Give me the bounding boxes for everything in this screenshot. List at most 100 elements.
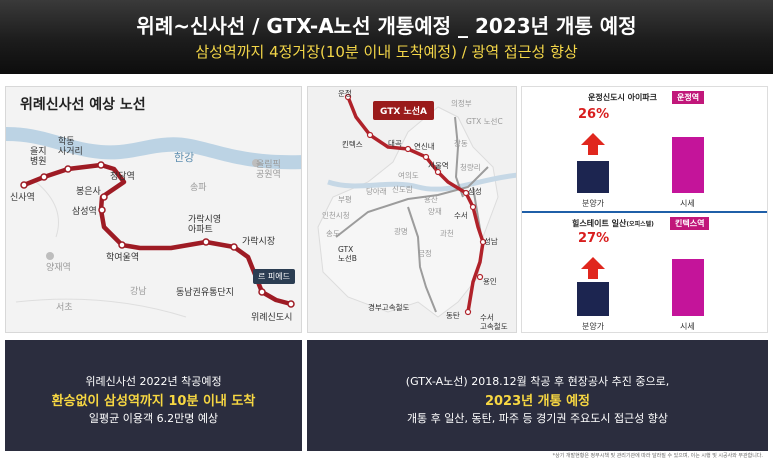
complex-title: 힐스테이트 일산(오피스텔) [572, 218, 654, 229]
wirye-info-box: 위례신사선 2022년 착공예정 환승없이 삼성역까지 10분 이내 도착 일평… [5, 340, 302, 451]
station-euljibyeongwon-dot [40, 173, 48, 181]
gtx-station-dot [366, 131, 374, 139]
station-label: 위례신도시 [251, 313, 293, 323]
info-line: 위례신사선 2022년 착공예정 [85, 375, 222, 388]
price-increase-pct: 27% [578, 231, 610, 246]
station-label: 삼성역 [72, 207, 97, 217]
district-dot [252, 159, 260, 167]
market-price-bar [672, 259, 704, 316]
price-comparison-panel: 운정신도시 아이파크 운정역 26% 분양가 시세 힐스테이트 일산(오피스텔)… [521, 86, 768, 333]
section-divider [522, 211, 767, 213]
sale-price-bar [577, 161, 609, 193]
station-garakapt-dot [202, 238, 210, 246]
station-label: 신사역 [10, 193, 35, 203]
gtx-b-label: GTX 노선B [338, 245, 357, 263]
map-background [6, 127, 301, 318]
map-label: 부평 [338, 195, 352, 204]
map-label: 용산 [424, 195, 438, 204]
station-label: 가락시장 [242, 237, 276, 247]
complex-name: 힐스테이트 일산 [572, 219, 627, 228]
district-dot [46, 252, 54, 260]
info-line: (GTX-A노선) 2018.12월 착공 후 현장공사 추진 중으로, [405, 375, 670, 388]
gtx-station-label: 수서 [454, 211, 468, 220]
district-label: 송파 [190, 183, 207, 193]
gtx-station-dot [422, 153, 430, 161]
gyeongbu-railway-label: 경부고속철도 [368, 303, 410, 312]
station-garaksijang-dot [230, 243, 238, 251]
price-increase-pct: 26% [578, 107, 610, 122]
page-subtitle: 삼성역까지 4정거장(10분 이내 도착예정) / 광역 접근성 향상 [195, 43, 578, 61]
station-hakdong-dot [64, 165, 72, 173]
map-label: GTX 노선C [466, 117, 503, 126]
station-cheongdam-dot [97, 161, 105, 169]
river-label: 한강 [174, 151, 195, 164]
footnote: *상기 개발현황은 정부시책 및 관리기관에 따라 달라질 수 있으며, 이는 … [552, 453, 763, 459]
gtx-station-label: 연신내 [414, 142, 435, 151]
station-wirye-dot [287, 300, 295, 308]
gtx-station-label: 동탄 [446, 311, 460, 320]
gtx-station-label: 대곡 [388, 139, 402, 148]
map-label: 당아래 [366, 187, 387, 196]
gtx-station-dot [434, 168, 442, 176]
suseo-railway-label: 수서 고속철도 [480, 313, 508, 331]
bar-label: 분양가 [582, 322, 605, 331]
bar-label: 분양가 [582, 199, 605, 208]
gtx-station-label: 용인 [483, 277, 497, 286]
gtx-station-dot [464, 308, 472, 316]
map-label: 인천시청 [322, 211, 350, 220]
map-label: 신도림 [392, 185, 413, 194]
gtx-station-dot [469, 203, 477, 211]
district-label: 양재역 [46, 263, 71, 273]
district-label: 올림픽 공원역 [256, 160, 281, 180]
station-samseong-dot [98, 206, 106, 214]
bar-label: 시세 [680, 199, 695, 208]
gtx-station-label: 킨텍스 [342, 140, 363, 149]
info-highlight: 환승없이 삼성역까지 10분 이내 도착 [51, 394, 256, 409]
bar-label: 시세 [680, 322, 695, 331]
gtx-station-dot [479, 238, 487, 246]
route-line [20, 161, 295, 308]
map-label: 창동 [454, 139, 468, 148]
wirye-sinsa-line-map: 위례신사선 예상 노선 한강 신사역 을지 병원 학동 사거리 청담역 봉은사 … [5, 86, 302, 333]
gtx-info-box: (GTX-A노선) 2018.12월 착공 후 현장공사 추진 중으로, 202… [307, 340, 768, 451]
info-highlight: 2023년 개통 예정 [484, 394, 591, 409]
district-label: 서초 [56, 303, 73, 313]
gtx-station-label: 성남 [484, 237, 498, 246]
gtx-a-label: GTX 노선A [373, 101, 434, 120]
complex-note: (오피스텔) [626, 221, 654, 228]
station-dongnam-dot [258, 288, 266, 296]
gtx-station-dot [404, 145, 412, 153]
up-arrow-icon [581, 257, 605, 279]
map-title: 위례신사선 예상 노선 [20, 97, 146, 113]
gtx-station-dot [344, 93, 352, 101]
gtx-station-label: 운정 [338, 89, 352, 98]
page-title: 위례~신사선 / GTX-A노선 개통예정 _ 2023년 개통 예정 [136, 14, 637, 38]
market-price-bar [672, 137, 704, 193]
map-label: 의정부 [451, 99, 472, 108]
map-label: 청량리 [460, 163, 481, 172]
map-label: 송도 [326, 229, 340, 238]
station-label: 학여울역 [106, 253, 140, 263]
header-banner: 위례~신사선 / GTX-A노선 개통예정 _ 2023년 개통 예정 삼성역까… [0, 0, 773, 74]
gtx-station-dot [462, 189, 470, 197]
station-sinsa-dot [20, 181, 28, 189]
station-label: 동남권유통단지 [176, 288, 234, 298]
info-line: 개통 후 일산, 동탄, 파주 등 경기권 주요도시 접근성 향상 [406, 412, 669, 425]
station-badge: 킨텍스역 [670, 217, 710, 230]
le-pied-badge: 르 피에드 [253, 269, 295, 284]
station-label: 가락시영 아파트 [188, 215, 222, 235]
up-arrow-icon [581, 133, 605, 155]
station-label: 학동 사거리 [58, 137, 83, 157]
station-label: 을지 병원 [30, 147, 47, 167]
map-label: 양재 [428, 207, 442, 216]
info-line: 일평균 이용객 6.2만명 예상 [88, 412, 219, 425]
gtx-station-dot [476, 273, 484, 281]
station-badge: 운정역 [672, 91, 705, 104]
sale-price-bar [577, 282, 609, 316]
station-bongeunsa-dot [100, 193, 108, 201]
gtx-a-line-map: GTX 노선A 운정 킨텍스 대곡 연신내 서울역 삼성 수서 성남 용인 동탄… [307, 86, 517, 333]
map-label: 여의도 [398, 171, 419, 180]
gtx-station-label: 삼성 [468, 187, 482, 196]
station-label: 청담역 [110, 172, 135, 182]
map-label: 과천 [440, 229, 454, 238]
